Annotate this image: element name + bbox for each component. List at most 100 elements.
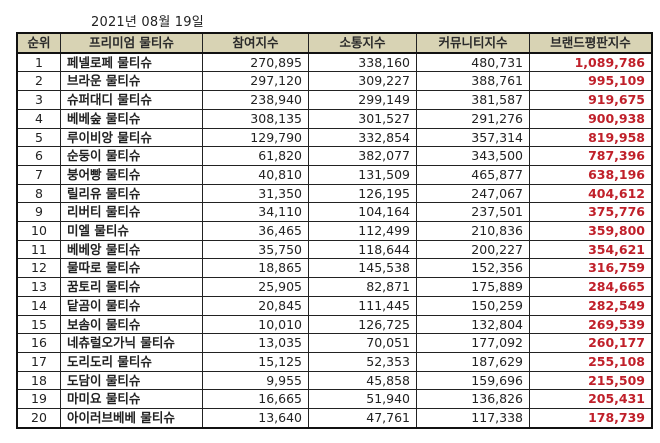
brand-name-cell: 붕어빵 물티슈 bbox=[60, 164, 203, 185]
communication-cell: 382,077 bbox=[308, 146, 417, 166]
table-row: 20 아이러브베베 물티슈 13,640 47,761 117,338 178,739 bbox=[16, 408, 653, 429]
community-cell: 136,826 bbox=[416, 389, 530, 410]
rank-cell: 5 bbox=[16, 127, 61, 148]
header-participation-index: 참여지수 bbox=[202, 32, 309, 54]
rank-cell: 20 bbox=[16, 408, 61, 429]
participation-cell: 31,350 bbox=[202, 183, 309, 204]
brand-reputation-cell: 919,675 bbox=[529, 90, 653, 110]
communication-cell: 51,940 bbox=[308, 389, 417, 410]
rank-cell: 6 bbox=[16, 146, 61, 166]
community-cell: 480,731 bbox=[416, 52, 530, 73]
communication-cell: 104,164 bbox=[308, 202, 417, 223]
community-cell: 152,356 bbox=[416, 258, 530, 279]
table-row: 5 루이비앙 물티슈 129,790 332,854 357,314 819,958 bbox=[16, 127, 653, 148]
community-cell: 177,092 bbox=[416, 333, 530, 353]
brand-reputation-cell: 638,196 bbox=[529, 164, 653, 185]
rank-cell: 12 bbox=[16, 258, 61, 279]
communication-cell: 112,499 bbox=[308, 221, 417, 241]
table-row: 4 베베숲 물티슈 308,135 301,527 291,276 900,938 bbox=[16, 108, 653, 129]
rank-cell: 9 bbox=[16, 202, 61, 223]
communication-cell: 309,227 bbox=[308, 71, 417, 92]
brand-reputation-cell: 282,549 bbox=[529, 295, 653, 316]
community-cell: 343,500 bbox=[416, 146, 530, 166]
brand-name-cell: 닽곰이 물티슈 bbox=[60, 295, 203, 316]
community-cell: 388,761 bbox=[416, 71, 530, 92]
brand-reputation-cell: 260,177 bbox=[529, 333, 653, 353]
brand-reputation-cell: 269,539 bbox=[529, 314, 653, 335]
participation-cell: 15,125 bbox=[202, 351, 309, 372]
brand-reputation-cell: 215,509 bbox=[529, 370, 653, 391]
brand-reputation-cell: 900,938 bbox=[529, 108, 653, 129]
table-row: 16 네츄럴오가닉 물티슈 13,035 70,051 177,092 260,177 bbox=[16, 333, 653, 353]
brand-reputation-cell: 255,108 bbox=[529, 351, 653, 372]
brand-name-cell: 순둥이 물티슈 bbox=[60, 146, 203, 166]
community-cell: 465,877 bbox=[416, 164, 530, 185]
table-row: 7 붕어빵 물티슈 40,810 131,509 465,877 638,196 bbox=[16, 164, 653, 185]
rank-cell: 18 bbox=[16, 370, 61, 391]
brand-reputation-cell: 178,739 bbox=[529, 408, 653, 429]
table-row: 2 브라운 물티슈 297,120 309,227 388,761 995,109 bbox=[16, 71, 653, 92]
participation-cell: 20,845 bbox=[202, 295, 309, 316]
participation-cell: 18,865 bbox=[202, 258, 309, 279]
table-row: 10 미엘 물티슈 36,465 112,499 210,836 359,800 bbox=[16, 221, 653, 241]
header-communication-index: 소통지수 bbox=[308, 32, 417, 54]
community-cell: 291,276 bbox=[416, 108, 530, 129]
communication-cell: 145,538 bbox=[308, 258, 417, 279]
brand-name-cell: 베베숲 물티슈 bbox=[60, 108, 203, 129]
brand-reputation-table: 순위 프리미엄 물티슈 참여지수 소통지수 커뮤니티지수 브랜드평판지수 1 페넬… bbox=[16, 32, 653, 429]
participation-cell: 16,665 bbox=[202, 389, 309, 410]
table-row: 15 보솜이 물티슈 10,010 126,725 132,804 269,539 bbox=[16, 314, 653, 335]
participation-cell: 25,905 bbox=[202, 277, 309, 297]
participation-cell: 13,035 bbox=[202, 333, 309, 353]
brand-reputation-cell: 1,089,786 bbox=[529, 52, 653, 73]
community-cell: 237,501 bbox=[416, 202, 530, 223]
community-cell: 381,587 bbox=[416, 90, 530, 110]
communication-cell: 338,160 bbox=[308, 52, 417, 73]
communication-cell: 126,195 bbox=[308, 183, 417, 204]
brand-reputation-cell: 787,396 bbox=[529, 146, 653, 166]
brand-reputation-cell: 819,958 bbox=[529, 127, 653, 148]
table-row: 12 물따로 물티슈 18,865 145,538 152,356 316,759 bbox=[16, 258, 653, 279]
rank-cell: 11 bbox=[16, 239, 61, 260]
community-cell: 247,067 bbox=[416, 183, 530, 204]
table-row: 17 도리도리 물티슈 15,125 52,353 187,629 255,108 bbox=[16, 351, 653, 372]
table-row: 13 꿈토리 물티슈 25,905 82,871 175,889 284,665 bbox=[16, 277, 653, 297]
table-row: 18 도담이 물티슈 9,955 45,858 159,696 215,509 bbox=[16, 370, 653, 391]
brand-name-cell: 물따로 물티슈 bbox=[60, 258, 203, 279]
rank-cell: 4 bbox=[16, 108, 61, 129]
table-header-row: 순위 프리미엄 물티슈 참여지수 소통지수 커뮤니티지수 브랜드평판지수 bbox=[16, 32, 653, 54]
community-cell: 187,629 bbox=[416, 351, 530, 372]
communication-cell: 299,149 bbox=[308, 90, 417, 110]
report-date: 2021년 08월 19일 bbox=[91, 15, 204, 30]
participation-cell: 35,750 bbox=[202, 239, 309, 260]
communication-cell: 131,509 bbox=[308, 164, 417, 185]
brand-name-cell: 브라운 물티슈 bbox=[60, 71, 203, 92]
communication-cell: 70,051 bbox=[308, 333, 417, 353]
brand-reputation-cell: 284,665 bbox=[529, 277, 653, 297]
participation-cell: 36,465 bbox=[202, 221, 309, 241]
brand-reputation-cell: 995,109 bbox=[529, 71, 653, 92]
community-cell: 132,804 bbox=[416, 314, 530, 335]
community-cell: 175,889 bbox=[416, 277, 530, 297]
header-community-index: 커뮤니티지수 bbox=[416, 32, 530, 54]
brand-name-cell: 리버티 물티슈 bbox=[60, 202, 203, 223]
participation-cell: 13,640 bbox=[202, 408, 309, 429]
table-row: 11 베베앙 물티슈 35,750 118,644 200,227 354,621 bbox=[16, 239, 653, 260]
brand-name-cell: 아이러브베베 물티슈 bbox=[60, 408, 203, 429]
community-cell: 210,836 bbox=[416, 221, 530, 241]
participation-cell: 270,895 bbox=[202, 52, 309, 73]
brand-name-cell: 도리도리 물티슈 bbox=[60, 351, 203, 372]
brand-name-cell: 꿈토리 물티슈 bbox=[60, 277, 203, 297]
community-cell: 357,314 bbox=[416, 127, 530, 148]
community-cell: 159,696 bbox=[416, 370, 530, 391]
participation-cell: 238,940 bbox=[202, 90, 309, 110]
community-cell: 117,338 bbox=[416, 408, 530, 429]
brand-name-cell: 루이비앙 물티슈 bbox=[60, 127, 203, 148]
brand-name-cell: 보솜이 물티슈 bbox=[60, 314, 203, 335]
table-row: 3 슈퍼대디 물티슈 238,940 299,149 381,587 919,675 bbox=[16, 90, 653, 110]
brand-name-cell: 릴리유 물티슈 bbox=[60, 183, 203, 204]
rank-cell: 3 bbox=[16, 90, 61, 110]
rank-cell: 2 bbox=[16, 71, 61, 92]
communication-cell: 332,854 bbox=[308, 127, 417, 148]
brand-name-cell: 도담이 물티슈 bbox=[60, 370, 203, 391]
